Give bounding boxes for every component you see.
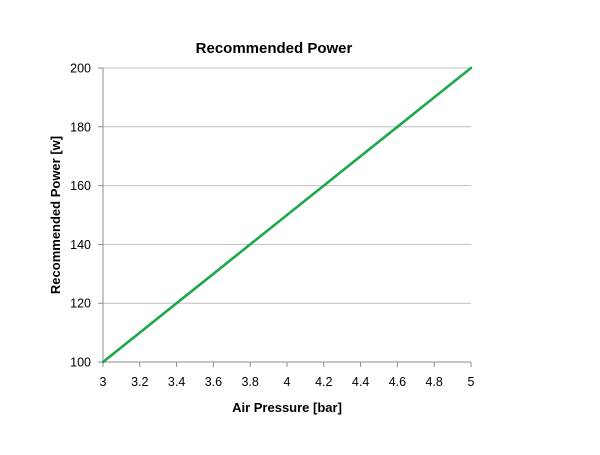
y-tick-label: 160: [70, 179, 91, 193]
y-tick-label: 140: [70, 238, 91, 252]
x-tick-label: 3: [100, 375, 107, 389]
x-tick-label: 5: [468, 375, 475, 389]
x-tick-label: 3.8: [242, 375, 259, 389]
series-line-0: [101, 66, 473, 364]
x-tick-label: 3.2: [131, 375, 148, 389]
y-axis-label: Recommended Power [w]: [48, 136, 63, 294]
series-layer: [101, 66, 473, 364]
y-tick-label: 120: [70, 297, 91, 311]
x-tick-label: 3.6: [205, 375, 222, 389]
x-tick-label: 3.4: [168, 375, 185, 389]
axes: [98, 67, 472, 367]
x-tick-label: 4.8: [426, 375, 443, 389]
x-tick-label: 4.4: [352, 375, 369, 389]
x-axis-label: Air Pressure [bar]: [232, 400, 342, 415]
chart-title: Recommended Power: [196, 40, 353, 57]
y-tick-label: 180: [70, 120, 91, 134]
x-tick-label: 4.6: [389, 375, 406, 389]
x-tick-label: 4: [284, 375, 291, 389]
x-tick-label: 4.2: [315, 375, 332, 389]
x-axis-ticks: 3 3.2 3.4 3.6 3.8 4 4.2 4.4 4.6 4.8 5: [100, 375, 475, 389]
y-axis-ticks: 100 120 140 160 180 200: [70, 62, 91, 370]
y-tick-label: 200: [70, 62, 91, 76]
y-tick-label: 100: [70, 356, 91, 370]
gridlines: [103, 67, 471, 304]
